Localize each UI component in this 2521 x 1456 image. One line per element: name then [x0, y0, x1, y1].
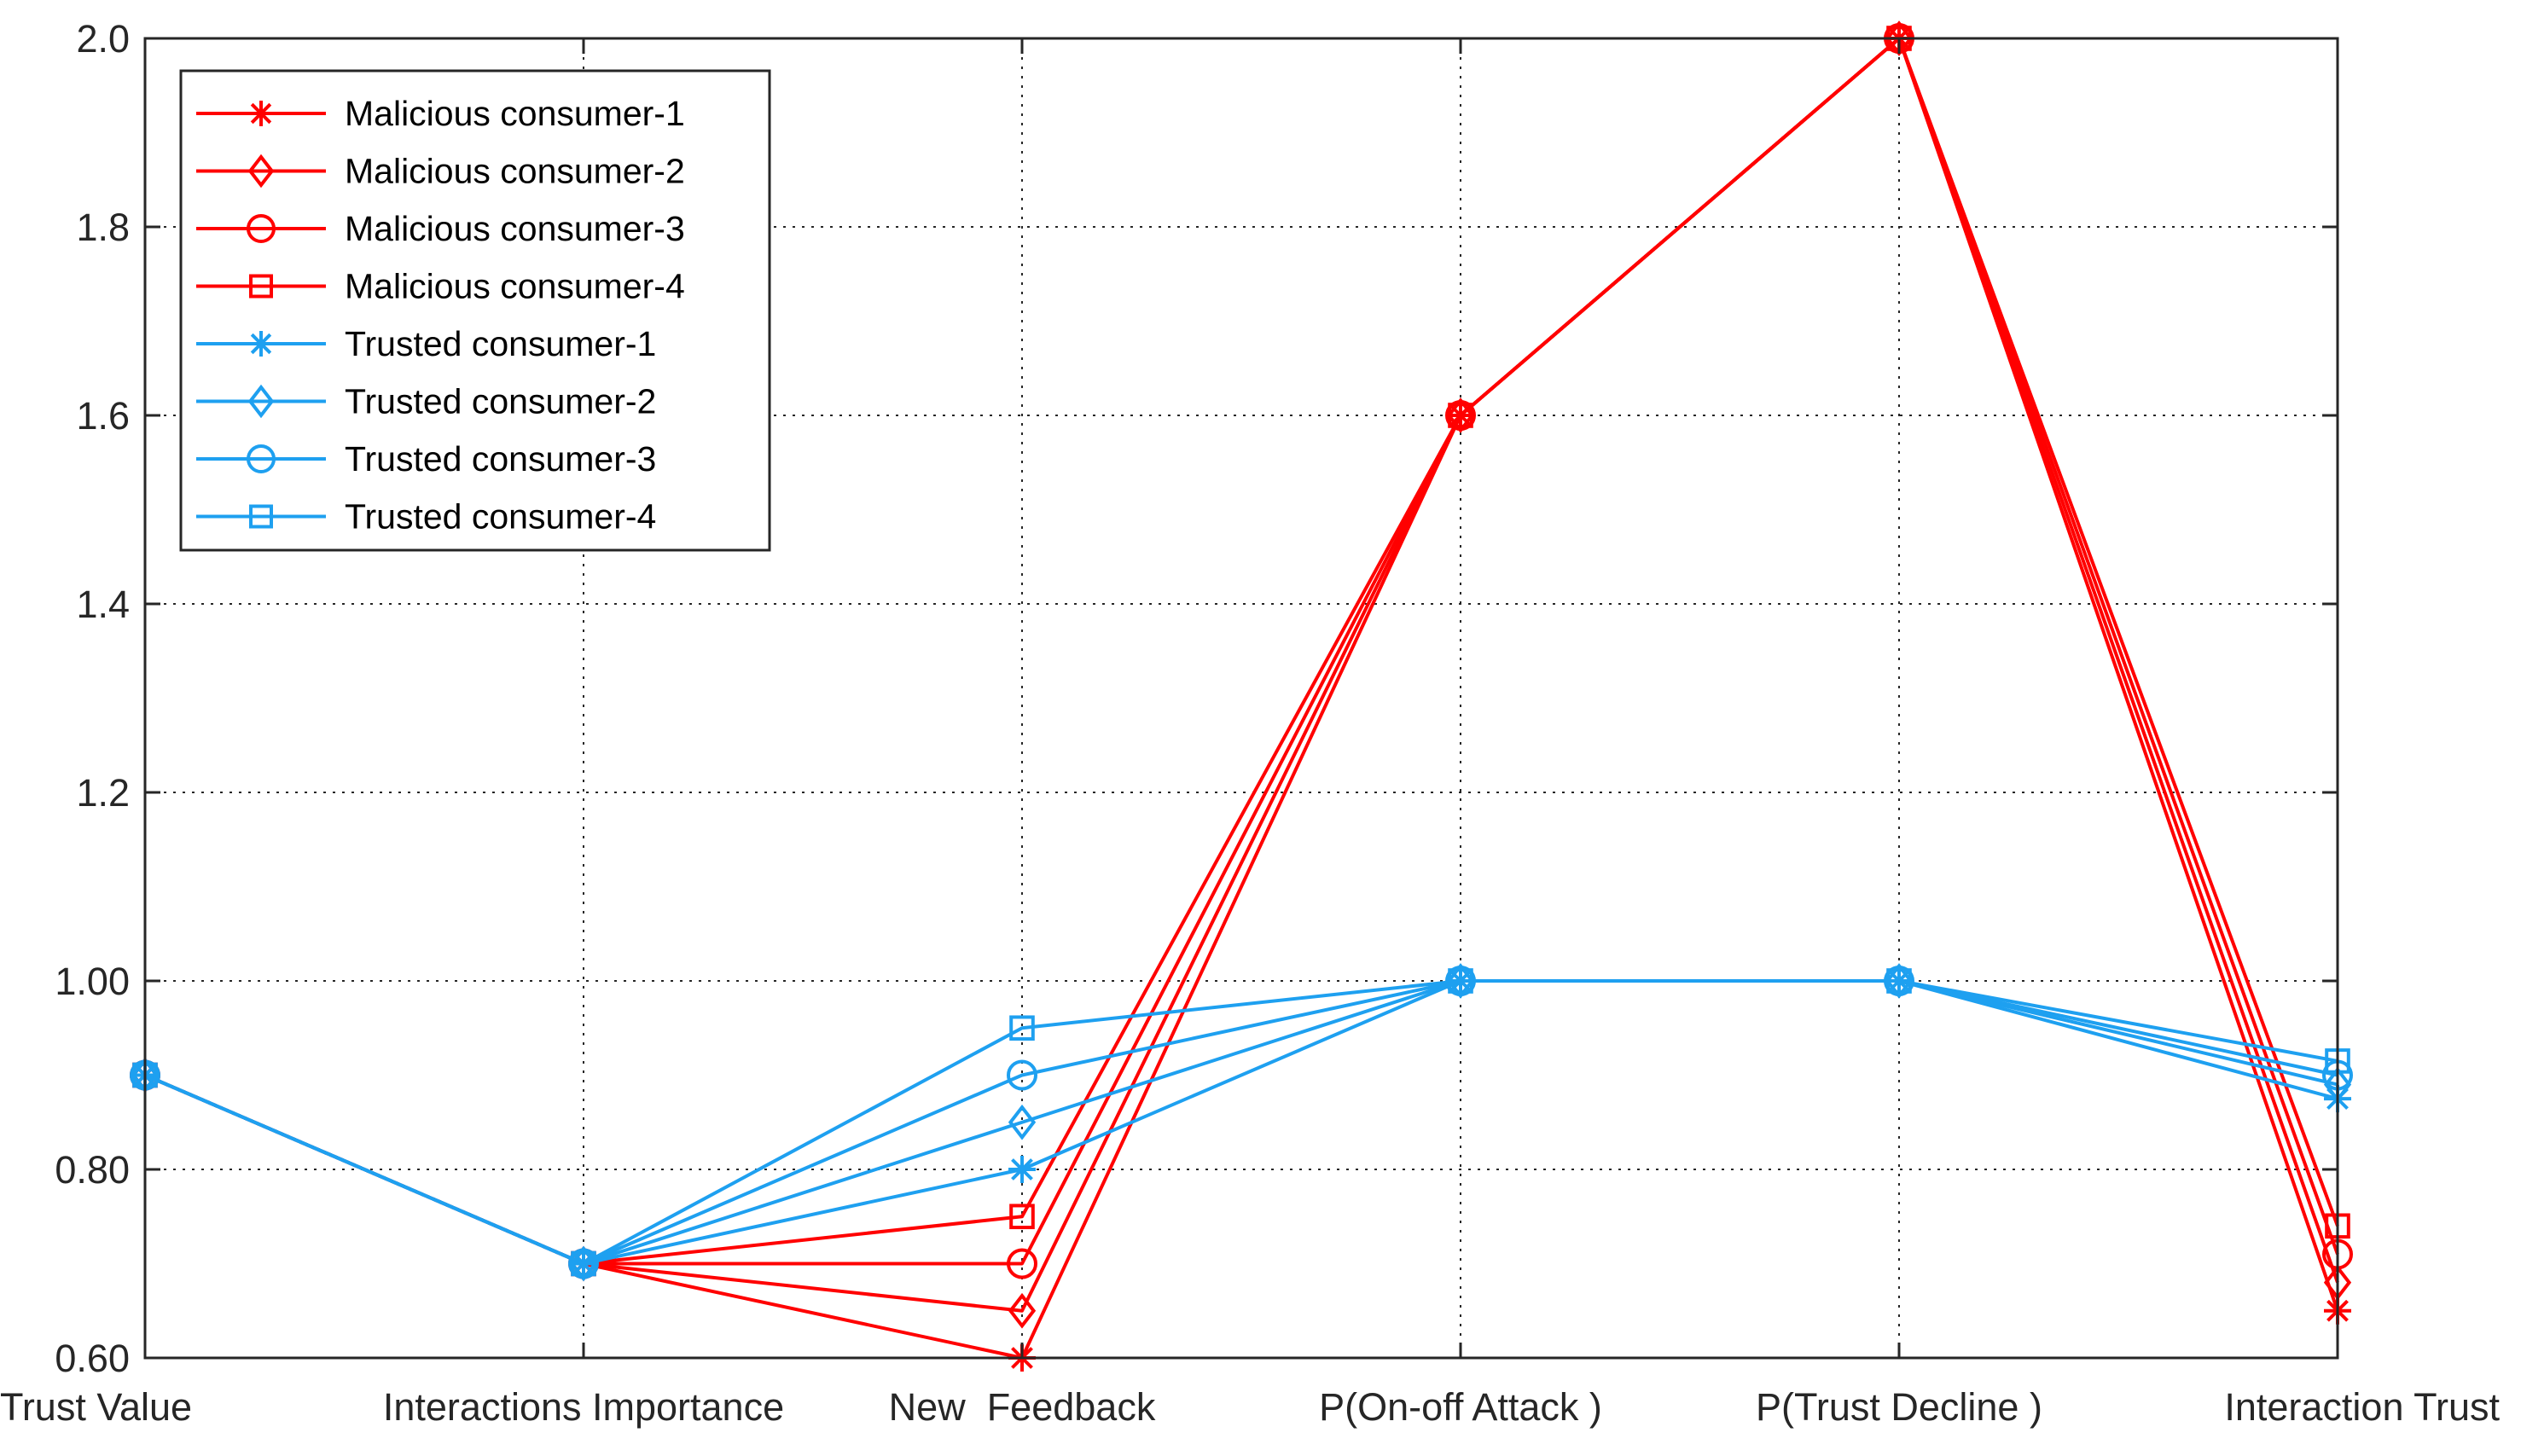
axes-box — [143, 37, 2339, 1360]
y-tick-label: 0.80 — [55, 1148, 130, 1192]
data-point — [1007, 1248, 1037, 1279]
legend-marker — [247, 214, 276, 243]
legend-label: Malicious consumer-1 — [345, 94, 685, 133]
x-axis: Trust Value Interactions Importance New Fe… — [0, 38, 2500, 1429]
data-point — [1448, 403, 1473, 428]
x-tick-label-new-feedback: New Feedback — [889, 1385, 1156, 1429]
legend-marker — [249, 274, 273, 299]
legend-label: Malicious consumer-2 — [345, 152, 685, 191]
x-tick-label-interaction-trust: Interaction Trust — [2224, 1385, 2500, 1429]
legend-label: Trusted consumer-2 — [345, 382, 656, 421]
legend-item-malicious-consumer-1: Malicious consumer-1 — [196, 94, 685, 133]
legend-marker — [249, 504, 273, 529]
data-point — [1445, 400, 1476, 431]
legend-item-malicious-consumer-4: Malicious consumer-4 — [196, 267, 685, 306]
legend: Malicious consumer-1 Malicious consumer-2… — [179, 69, 771, 552]
legend-item-malicious-consumer-3: Malicious consumer-3 — [196, 209, 685, 248]
legend-label: Trusted consumer-1 — [345, 324, 656, 363]
data-point — [1008, 1104, 1037, 1140]
legend-item-trusted-consumer-3: Trusted consumer-3 — [196, 439, 656, 479]
y-tick-label: 0.60 — [55, 1337, 130, 1380]
legend-item-trusted-consumer-1: Trusted consumer-1 — [196, 324, 656, 363]
data-point — [1008, 1292, 1037, 1329]
y-tick-label: 1.2 — [76, 771, 130, 815]
y-tick-label: 1.00 — [55, 960, 130, 1003]
legend-marker — [248, 101, 274, 126]
y-tick-label: 1.4 — [76, 583, 130, 626]
data-point — [1008, 1156, 1036, 1183]
y-axis: 0.60 0.80 1.00 1.2 1.4 1.6 1.8 2.0 — [55, 17, 2338, 1380]
data-point — [1886, 968, 1912, 994]
data-point — [571, 1250, 596, 1277]
x-tick-label-p-trust-decline: P(Trust Decline ) — [1756, 1385, 2042, 1429]
legend-marker — [247, 384, 275, 419]
y-tick-label: 1.8 — [76, 206, 130, 249]
legend-item-trusted-consumer-4: Trusted consumer-4 — [196, 497, 656, 537]
data-point — [1448, 968, 1473, 994]
data-point — [1009, 1204, 1035, 1230]
legend-marker — [247, 444, 276, 473]
legend-marker — [248, 331, 274, 357]
data-point — [1009, 1015, 1035, 1041]
x-tick-label-trust-value: Trust Value — [0, 1385, 192, 1429]
legend-label: Malicious consumer-4 — [345, 267, 685, 306]
legend-box — [179, 69, 771, 552]
data-point — [1007, 1059, 1037, 1091]
x-tick-label-interactions-importance: Interactions Importance — [383, 1385, 784, 1429]
legend-marker — [247, 154, 275, 189]
y-tick-label: 1.6 — [76, 394, 130, 438]
series-line — [144, 979, 2338, 1266]
legend-item-trusted-consumer-2: Trusted consumer-2 — [196, 382, 656, 421]
data-point — [568, 1248, 599, 1279]
legend-label: Trusted consumer-3 — [345, 439, 656, 479]
y-tick-label: 2.0 — [76, 17, 130, 61]
x-tick-label-p-on-off-attack: P(On-off Attack ) — [1319, 1385, 1602, 1429]
legend-label: Malicious consumer-3 — [345, 209, 685, 248]
legend-item-malicious-consumer-2: Malicious consumer-2 — [196, 152, 685, 191]
legend-label: Trusted consumer-4 — [345, 497, 656, 537]
